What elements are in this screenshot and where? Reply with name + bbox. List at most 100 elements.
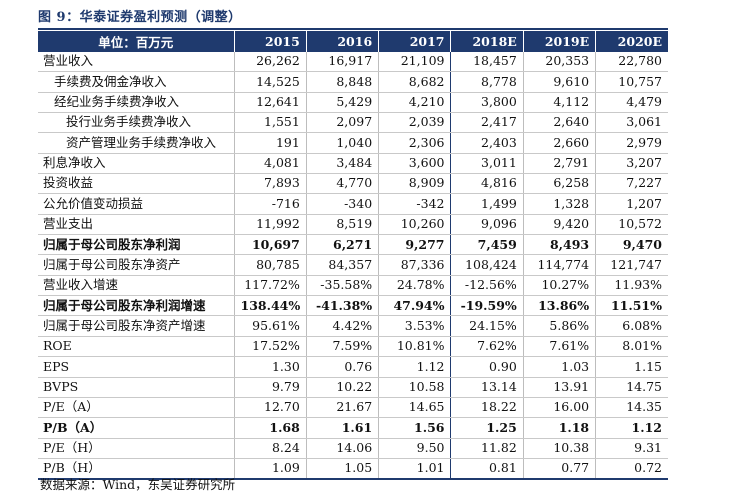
- cell-value: 12.70: [233, 396, 307, 419]
- cell-value: 114,774: [522, 254, 596, 276]
- cell-value: -35.58%: [305, 274, 379, 297]
- cell-value: 2,640: [522, 112, 596, 134]
- cell-value: 20,353: [522, 52, 596, 73]
- table-row: 归属于母公司股东净资产增速 95.61% 4.42% 3.53% 24.15% 5.86%…: [38, 315, 668, 337]
- cell-value: 3.53%: [378, 315, 451, 337]
- cell-value: 9.79: [233, 377, 307, 398]
- cell-value: 13.14: [450, 377, 524, 398]
- year-header: 2020E: [595, 31, 668, 52]
- cell-value: 2,097: [305, 112, 379, 134]
- cell-value: 1.61: [305, 417, 379, 439]
- cell-value: 5.86%: [522, 315, 596, 337]
- cell-value: 12,641: [233, 92, 307, 114]
- row-label: 营业收入增速: [38, 274, 234, 297]
- table-row: 经纪业务手续费净收入 12,641 5,429 4,210 3,800 4,112 4,47…: [38, 92, 668, 114]
- row-label: 营业收入: [38, 52, 234, 73]
- table-row: P/E（H） 8.24 14.06 9.50 11.82 10.38 9.31: [38, 438, 668, 459]
- cell-value: 84,357: [305, 254, 379, 276]
- row-label: P/B（H）: [38, 458, 234, 481]
- cell-value: 3,600: [378, 153, 451, 175]
- cell-value: 2,417: [450, 112, 524, 134]
- cell-value: 1,499: [450, 193, 524, 215]
- table-row: P/E（A） 12.70 21.67 14.65 18.22 16.00 14.35: [38, 396, 668, 419]
- figure-title: 图 9：华泰证券盈利预测（调整）: [38, 10, 242, 25]
- table-row: 营业收入增速 117.72% -35.58% 24.78% -12.56% 10.27% 1…: [38, 274, 668, 297]
- row-label: ROE: [38, 335, 234, 358]
- cell-value: 3,207: [595, 153, 668, 175]
- cell-value: 21,109: [378, 52, 451, 73]
- cell-value: 26,262: [233, 52, 307, 73]
- cell-value: 2,306: [378, 132, 451, 154]
- cell-value: -41.38%: [305, 295, 379, 317]
- cell-value: 2,403: [450, 132, 524, 154]
- cell-value: 4,210: [378, 92, 451, 114]
- cell-value: 4,816: [450, 173, 524, 195]
- cell-value: 21.67: [305, 396, 379, 419]
- cell-value: 1.09: [233, 458, 307, 481]
- cell-value: 14.35: [595, 396, 668, 419]
- cell-value: 1.01: [378, 458, 451, 481]
- cell-value: 1.05: [305, 458, 379, 481]
- cell-value: 1.30: [233, 356, 307, 378]
- cell-value: 1.12: [378, 356, 451, 378]
- cell-value: 22,780: [595, 52, 668, 73]
- cell-value: 0.81: [450, 458, 524, 481]
- row-label: BVPS: [38, 377, 234, 398]
- cell-value: 6,271: [305, 234, 379, 256]
- cell-value: 87,336: [378, 254, 451, 276]
- row-label: 经纪业务手续费净收入: [38, 92, 234, 114]
- table-row: 营业收入 26,262 16,917 21,109 18,457 20,353 22,780: [38, 52, 668, 73]
- cell-value: 10,260: [378, 214, 451, 236]
- cell-value: 18,457: [450, 52, 524, 73]
- row-label: 公允价值变动损益: [38, 193, 234, 215]
- forecast-table: 单位：百万元 2015 2016 2017 2018E 2019E 2020E …: [38, 31, 668, 481]
- cell-value: 6.08%: [595, 315, 668, 337]
- cell-value: 1.25: [450, 417, 524, 439]
- row-label: 营业支出: [38, 214, 234, 236]
- cell-value: 14,525: [233, 71, 307, 93]
- cell-value: 191: [233, 132, 307, 154]
- cell-value: 1,328: [522, 193, 596, 215]
- cell-value: 0.76: [305, 356, 379, 378]
- cell-value: 138.44%: [233, 295, 307, 317]
- cell-value: 1.15: [595, 356, 668, 378]
- cell-value: 14.75: [595, 377, 668, 398]
- cell-value: 8,682: [378, 71, 451, 93]
- cell-value: 17.52%: [233, 335, 307, 358]
- table-row: 资产管理业务手续费净收入 191 1,040 2,306 2,403 2,660 2,979: [38, 132, 668, 154]
- row-label: 归属于母公司股东净资产: [38, 254, 234, 276]
- cell-value: 9.50: [378, 438, 451, 459]
- cell-value: 4,479: [595, 92, 668, 114]
- cell-value: -19.59%: [450, 295, 524, 317]
- cell-value: 8,778: [450, 71, 524, 93]
- cell-value: 4,770: [305, 173, 379, 195]
- table-row: ROE 17.52% 7.59% 10.81% 7.62% 7.61% 8.01%: [38, 335, 668, 358]
- header-row: 单位：百万元 2015 2016 2017 2018E 2019E 2020E: [38, 31, 668, 52]
- cell-value: 2,979: [595, 132, 668, 154]
- cell-value: 16,917: [305, 52, 379, 73]
- table-row: 营业支出 11,992 8,519 10,260 9,096 9,420 10,572: [38, 214, 668, 236]
- cell-value: 10.22: [305, 377, 379, 398]
- cell-value: 1.68: [233, 417, 307, 439]
- cell-value: 24.78%: [378, 274, 451, 297]
- cell-value: 2,660: [522, 132, 596, 154]
- cell-value: 2,791: [522, 153, 596, 175]
- year-header: 2018E: [450, 31, 524, 52]
- row-label: P/E（A）: [38, 396, 234, 419]
- cell-value: 7,893: [233, 173, 307, 195]
- cell-value: 14.06: [305, 438, 379, 459]
- cell-value: 0.72: [595, 458, 668, 481]
- cell-value: 11,992: [233, 214, 307, 236]
- row-label: 利息净收入: [38, 153, 234, 175]
- cell-value: 121,747: [595, 254, 668, 276]
- cell-value: 16.00: [522, 396, 596, 419]
- table-row: 归属于母公司股东净利润增速 138.44% -41.38% 47.94% -19.59%…: [38, 295, 668, 317]
- cell-value: 7,227: [595, 173, 668, 195]
- cell-value: 7.61%: [522, 335, 596, 358]
- cell-value: 47.94%: [378, 295, 451, 317]
- cell-value: 1.03: [522, 356, 596, 378]
- cell-value: 11.93%: [595, 274, 668, 297]
- table-row: 投资收益 7,893 4,770 8,909 4,816 6,258 7,227: [38, 173, 668, 195]
- cell-value: 6,258: [522, 173, 596, 195]
- cell-value: 3,800: [450, 92, 524, 114]
